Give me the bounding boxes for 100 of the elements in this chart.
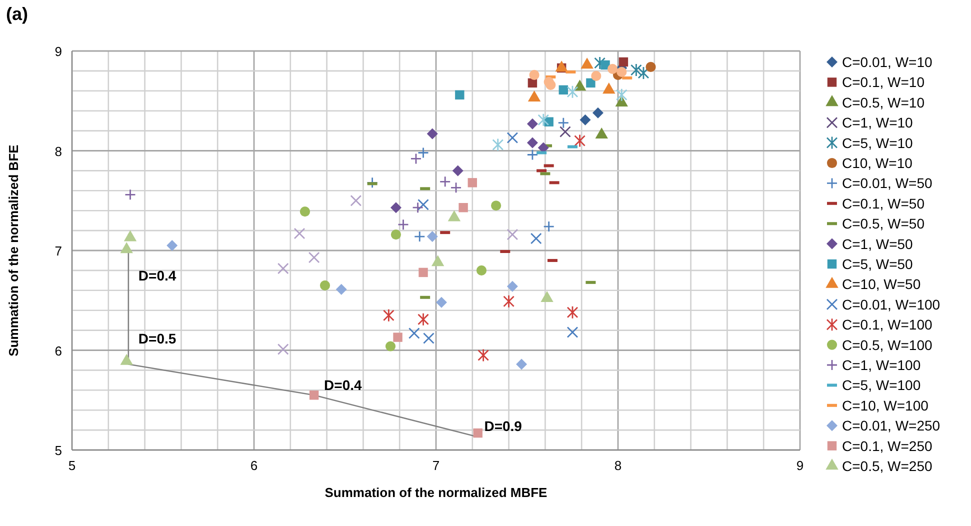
point	[436, 296, 447, 308]
y-tick-label: 8	[54, 144, 62, 159]
chart-title: (a)	[6, 4, 28, 24]
point	[526, 137, 538, 148]
point	[336, 284, 347, 295]
point	[309, 390, 319, 400]
point	[390, 202, 402, 214]
legend-label: C=5, W=10	[842, 134, 914, 151]
legend-label: C=1, W=100	[842, 357, 921, 373]
point	[558, 85, 568, 95]
point	[538, 113, 550, 127]
point	[530, 232, 542, 244]
point	[418, 268, 428, 278]
point	[506, 132, 518, 144]
legend-label: C=0.01, W=250	[842, 418, 940, 434]
point	[410, 153, 422, 164]
legend-label: C=0.5, W=100	[842, 336, 932, 353]
point	[516, 358, 528, 370]
point	[423, 332, 434, 344]
point	[320, 280, 330, 290]
point	[526, 149, 538, 160]
point	[506, 280, 518, 292]
legend-label: C=0.01, W=50	[842, 175, 932, 192]
y-axis-title: Summation of the normalized BFE	[6, 144, 21, 356]
point	[638, 66, 650, 80]
legend-label: C=5, W=50	[842, 256, 914, 272]
point	[300, 206, 310, 217]
point	[506, 228, 518, 240]
y-tick-label: 7	[54, 244, 62, 258]
point	[277, 262, 289, 274]
point	[546, 80, 556, 90]
point	[382, 308, 394, 322]
point	[468, 178, 478, 188]
x-tick-label: 6	[250, 458, 258, 473]
point	[503, 294, 514, 308]
point	[277, 344, 289, 355]
point	[543, 220, 555, 232]
legend-label: C=0.5, W=50	[842, 216, 925, 232]
point	[458, 202, 468, 212]
legend-label: C10, W=10	[842, 155, 913, 171]
point	[473, 428, 482, 438]
point	[594, 56, 606, 70]
point	[426, 231, 438, 242]
point	[308, 252, 320, 264]
annotation: D=0.4	[138, 267, 176, 284]
point	[418, 147, 429, 158]
legend-label: C=10, W=100	[842, 397, 929, 414]
point	[566, 326, 578, 338]
x-axis-title: Summation of the normalized MBFE	[324, 485, 548, 500]
legend-label: C=0.01, W=10	[842, 54, 932, 70]
legend-label: C=0.01, W=100	[842, 296, 940, 312]
point	[618, 57, 628, 67]
point	[616, 88, 628, 102]
point	[526, 118, 538, 130]
legend-label: C=1, W=10	[842, 114, 914, 131]
legend-label: C=0.1, W=250	[842, 438, 932, 454]
point	[630, 63, 642, 77]
legend-label: C=0.5, W=250	[842, 458, 932, 474]
point	[476, 265, 487, 276]
point	[492, 138, 504, 152]
point	[607, 64, 618, 74]
legend-label: C=0.1, W=50	[842, 195, 925, 212]
point	[591, 70, 602, 81]
point	[124, 188, 136, 200]
point	[450, 182, 462, 194]
point	[412, 202, 424, 214]
point	[586, 78, 596, 88]
legend-label: C=0.1, W=10	[842, 74, 925, 90]
annotation: D=0.4	[324, 377, 362, 394]
y-tick-label: 6	[54, 343, 62, 358]
legend-label: C=5, W=100	[842, 377, 921, 394]
point	[478, 348, 490, 362]
point	[558, 117, 570, 129]
point	[452, 165, 464, 176]
point	[560, 126, 571, 138]
x-tick-label: 7	[432, 458, 440, 473]
point	[574, 134, 586, 148]
point	[455, 90, 464, 100]
point	[414, 230, 426, 242]
point	[580, 114, 591, 126]
point	[566, 85, 578, 99]
point	[393, 332, 402, 342]
x-tick-label: 9	[796, 458, 804, 473]
y-tick-label: 5	[54, 443, 62, 458]
legend-label: C=0.1, W=100	[842, 316, 932, 333]
point	[491, 200, 502, 211]
x-tick-label: 8	[614, 458, 622, 473]
point	[418, 312, 429, 326]
point	[616, 66, 627, 77]
legend-label: C=10, W=50	[842, 276, 921, 292]
point	[390, 230, 402, 240]
point	[426, 128, 438, 140]
point	[600, 60, 610, 70]
point	[398, 218, 409, 230]
point	[592, 107, 604, 118]
point	[418, 198, 429, 210]
point	[439, 176, 451, 188]
legend-label: C=1, W=50	[842, 236, 914, 252]
point	[385, 341, 396, 352]
y-tick-label: 9	[54, 44, 62, 59]
